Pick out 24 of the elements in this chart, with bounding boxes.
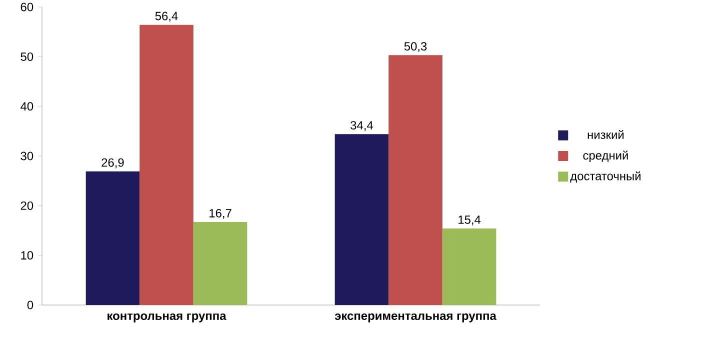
- y-tick-label: 20: [20, 201, 34, 210]
- bar: [388, 55, 442, 305]
- legend-label: достаточный: [570, 171, 640, 183]
- x-tick-label: экспериментальная группа: [334, 313, 496, 322]
- data-label: 15,4: [458, 216, 481, 226]
- x-tick-label: контрольная группа: [108, 313, 226, 322]
- legend-label: средний: [583, 150, 628, 162]
- data-label: 34,4: [350, 121, 373, 131]
- data-label: 50,3: [404, 42, 427, 52]
- y-tick-label: 30: [20, 152, 34, 160]
- bar: [140, 24, 194, 305]
- data-label: 56,4: [155, 12, 178, 22]
- y-tick-label: 60: [20, 2, 34, 12]
- data-label: 16,7: [210, 208, 232, 219]
- bar: [193, 222, 248, 305]
- bar: [86, 171, 140, 305]
- bar: [442, 228, 496, 305]
- legend-label: низкий: [588, 130, 624, 139]
- y-tick-label: 10: [21, 251, 34, 260]
- y-tick-label: 50: [20, 52, 34, 61]
- bar: [334, 134, 389, 305]
- data-label: 26,9: [102, 158, 124, 168]
- y-tick-label: 40: [20, 102, 34, 111]
- y-tick-label: 0: [27, 300, 34, 310]
